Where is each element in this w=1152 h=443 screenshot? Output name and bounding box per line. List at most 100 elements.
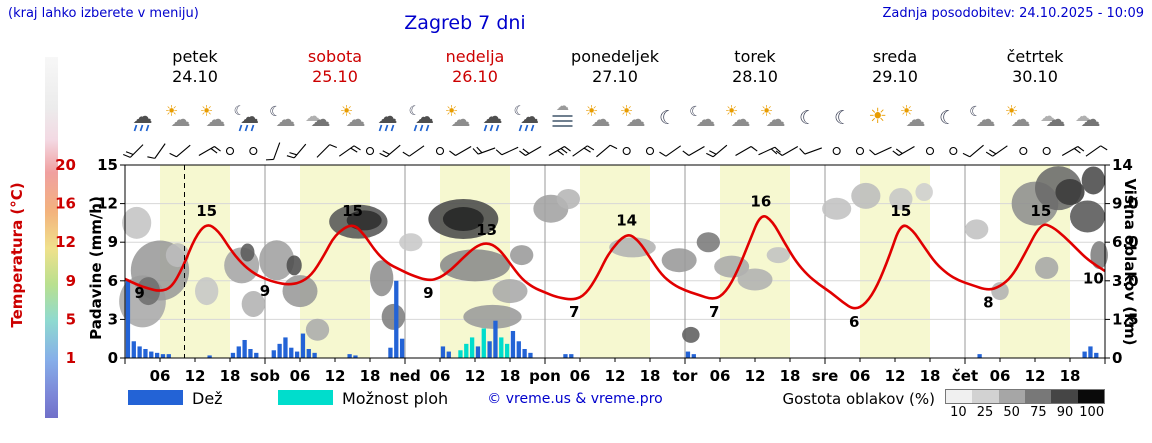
showers-legend-label: Možnost ploh <box>342 389 449 408</box>
svg-text:☁: ☁ <box>305 107 320 125</box>
svg-text:☀: ☀ <box>900 102 913 120</box>
svg-text:☀: ☀ <box>760 102 773 120</box>
night-icon: ☾ <box>834 107 851 129</box>
svg-text:☁: ☁ <box>1011 107 1031 131</box>
svg-text:☁: ☁ <box>906 107 926 131</box>
svg-text:9.0: 9.0 <box>1112 195 1139 213</box>
svg-text:☁: ☁ <box>976 107 996 131</box>
svg-text:9: 9 <box>260 282 270 300</box>
svg-text:☀: ☀ <box>868 104 887 128</box>
svg-text:☁: ☁ <box>206 107 226 131</box>
svg-text:15: 15 <box>342 202 363 220</box>
svg-text:☁: ☁ <box>276 107 296 131</box>
svg-text:9: 9 <box>66 272 76 290</box>
svg-text:12: 12 <box>1025 367 1046 385</box>
svg-text:☁: ☁ <box>133 104 153 128</box>
rain-icon: ☁ <box>483 104 503 132</box>
day-header: četrtek 30.10 <box>1006 47 1064 86</box>
svg-text:☁: ☁ <box>591 107 611 131</box>
svg-text:☁: ☁ <box>311 107 331 131</box>
svg-text:☁: ☁ <box>171 107 191 131</box>
night-rain-icon: ☾☁ <box>234 104 259 132</box>
svg-text:ned: ned <box>389 367 421 385</box>
svg-text:18: 18 <box>1060 367 1081 385</box>
svg-text:06: 06 <box>710 367 731 385</box>
svg-text:sre: sre <box>812 367 839 385</box>
svg-text:☁: ☁ <box>696 107 716 131</box>
svg-text:1.5: 1.5 <box>1112 310 1139 328</box>
cloud-density-colorbar <box>945 389 1105 404</box>
night-icon: ☾ <box>659 107 676 129</box>
svg-text:13: 13 <box>476 221 497 239</box>
cloudy-icon: ☁☁ <box>305 107 331 131</box>
svg-text:☁: ☁ <box>1040 107 1055 125</box>
night-cloud-icon: ☾☁ <box>269 104 295 131</box>
svg-text:20: 20 <box>55 156 76 174</box>
svg-text:☁: ☁ <box>731 107 751 131</box>
svg-text:5: 5 <box>66 310 76 328</box>
night-icon: ☾ <box>799 107 816 129</box>
svg-text:☁: ☁ <box>346 107 366 131</box>
partly-icon: ☀☁ <box>340 102 366 131</box>
day-header: sreda 29.10 <box>872 47 918 86</box>
svg-text:☁: ☁ <box>1046 107 1066 131</box>
svg-text:6.0: 6.0 <box>1112 233 1139 251</box>
svg-text:15: 15 <box>1030 202 1051 220</box>
svg-text:12: 12 <box>605 367 626 385</box>
svg-text:☁: ☁ <box>378 104 398 128</box>
sunny-icon: ☀ <box>868 104 887 128</box>
svg-text:☾: ☾ <box>689 104 702 120</box>
svg-text:☾: ☾ <box>234 104 246 119</box>
svg-text:14: 14 <box>1112 156 1133 174</box>
rain-legend-label: Dež <box>192 389 223 408</box>
svg-text:pon: pon <box>529 367 561 385</box>
svg-text:9: 9 <box>423 284 433 302</box>
svg-text:12: 12 <box>185 367 206 385</box>
svg-text:9: 9 <box>108 233 118 251</box>
svg-text:7: 7 <box>709 303 719 321</box>
svg-text:☁: ☁ <box>626 107 646 131</box>
svg-text:9: 9 <box>134 284 144 302</box>
day-header: nedelja 26.10 <box>445 47 505 86</box>
svg-text:čet: čet <box>952 367 978 385</box>
svg-text:06: 06 <box>570 367 591 385</box>
day-header: sobota 25.10 <box>307 47 363 86</box>
svg-text:☁: ☁ <box>1081 107 1101 131</box>
temperature-curve <box>124 215 1106 310</box>
svg-text:☾: ☾ <box>409 104 421 119</box>
cloud-density-ticks: 10 25 50 75 90 100 <box>950 405 1105 420</box>
rain-legend-swatch <box>128 390 183 405</box>
svg-text:12: 12 <box>325 367 346 385</box>
svg-text:☾: ☾ <box>799 107 816 129</box>
svg-text:12: 12 <box>885 367 906 385</box>
cloud-density-label: Gostota oblakov (%) <box>782 390 935 408</box>
svg-text:sob: sob <box>250 367 280 385</box>
svg-text:12: 12 <box>97 195 118 213</box>
svg-text:☀: ☀ <box>165 102 178 120</box>
svg-text:☾: ☾ <box>939 107 956 129</box>
svg-text:☁: ☁ <box>240 106 259 128</box>
svg-text:16: 16 <box>750 192 771 210</box>
svg-text:☾: ☾ <box>969 104 982 120</box>
svg-text:8: 8 <box>983 293 993 311</box>
svg-text:06: 06 <box>850 367 871 385</box>
svg-text:☀: ☀ <box>1005 102 1018 120</box>
partly-icon: ☀☁ <box>620 102 646 131</box>
day-header: ponedeljek 27.10 <box>571 47 659 86</box>
page-title: Zagreb 7 dni <box>404 12 526 34</box>
cloudy-icon: ☁☁ <box>1040 107 1066 131</box>
svg-text:tor: tor <box>673 367 698 385</box>
copyright-link[interactable]: © vreme.us & vreme.pro <box>487 391 663 407</box>
partly-icon: ☀☁ <box>200 102 226 131</box>
partly-icon: ☀☁ <box>725 102 751 131</box>
precipitation-bars <box>125 280 1099 358</box>
svg-text:6: 6 <box>849 313 859 331</box>
svg-text:3.0: 3.0 <box>1112 272 1139 290</box>
svg-text:10: 10 <box>1083 269 1104 287</box>
svg-text:☀: ☀ <box>445 102 458 120</box>
svg-text:18: 18 <box>360 367 381 385</box>
svg-text:☾: ☾ <box>269 104 282 120</box>
night-icon: ☾ <box>939 107 956 129</box>
